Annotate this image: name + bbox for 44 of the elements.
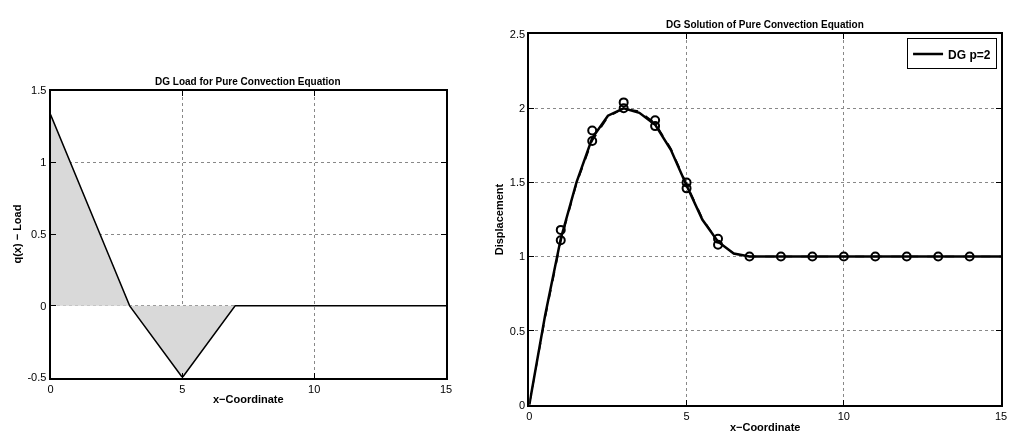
chart-title: DG Solution of Pure Convection Equation [666,19,864,30]
point [681,177,692,188]
point [744,251,755,262]
point [650,115,661,126]
point [555,224,566,235]
y-tick-label: -0.5 [27,371,47,384]
legend-label: DG p=2 [948,47,991,62]
point [555,235,566,246]
y-tick-label: 1 [40,156,47,169]
point [870,251,881,262]
point [933,251,944,262]
y-tick-label: 0 [40,299,47,312]
point [681,183,692,194]
point [713,239,724,250]
point [713,233,724,244]
point [618,97,629,108]
y-tick-label: 1 [518,250,526,263]
x-tick-label: 5 [179,382,186,395]
point [587,125,598,136]
point [807,251,818,262]
point [650,121,661,132]
point [775,251,786,262]
y-tick-label: 2 [518,102,526,115]
y-tick-label: 1.5 [31,84,47,97]
point [901,251,912,262]
y-tick-label: 0.5 [31,227,47,240]
y-tick-label: 0 [518,398,526,411]
x-tick-label: 10 [308,382,321,395]
x-axis-title: x−Coordinate [213,393,284,406]
x-tick-label: 15 [994,409,1008,422]
point [838,251,849,262]
y-tick-label: 1.5 [509,176,526,189]
point [618,103,629,114]
x-axis-title: x−Coordinate [729,420,801,433]
y-tick-label: 0.5 [509,324,526,337]
x-tick-label: 10 [837,409,850,422]
point [587,135,598,146]
y-axis-title: Displacement [492,183,505,256]
x-tick-label: 5 [683,409,690,422]
x-tick-label: 15 [439,382,453,395]
y-tick-label: 2.5 [509,28,526,41]
chart-title: DG Load for Pure Convection Equation [155,76,341,87]
y-axis-title: q(x) − Load [10,204,23,264]
point [964,251,975,262]
